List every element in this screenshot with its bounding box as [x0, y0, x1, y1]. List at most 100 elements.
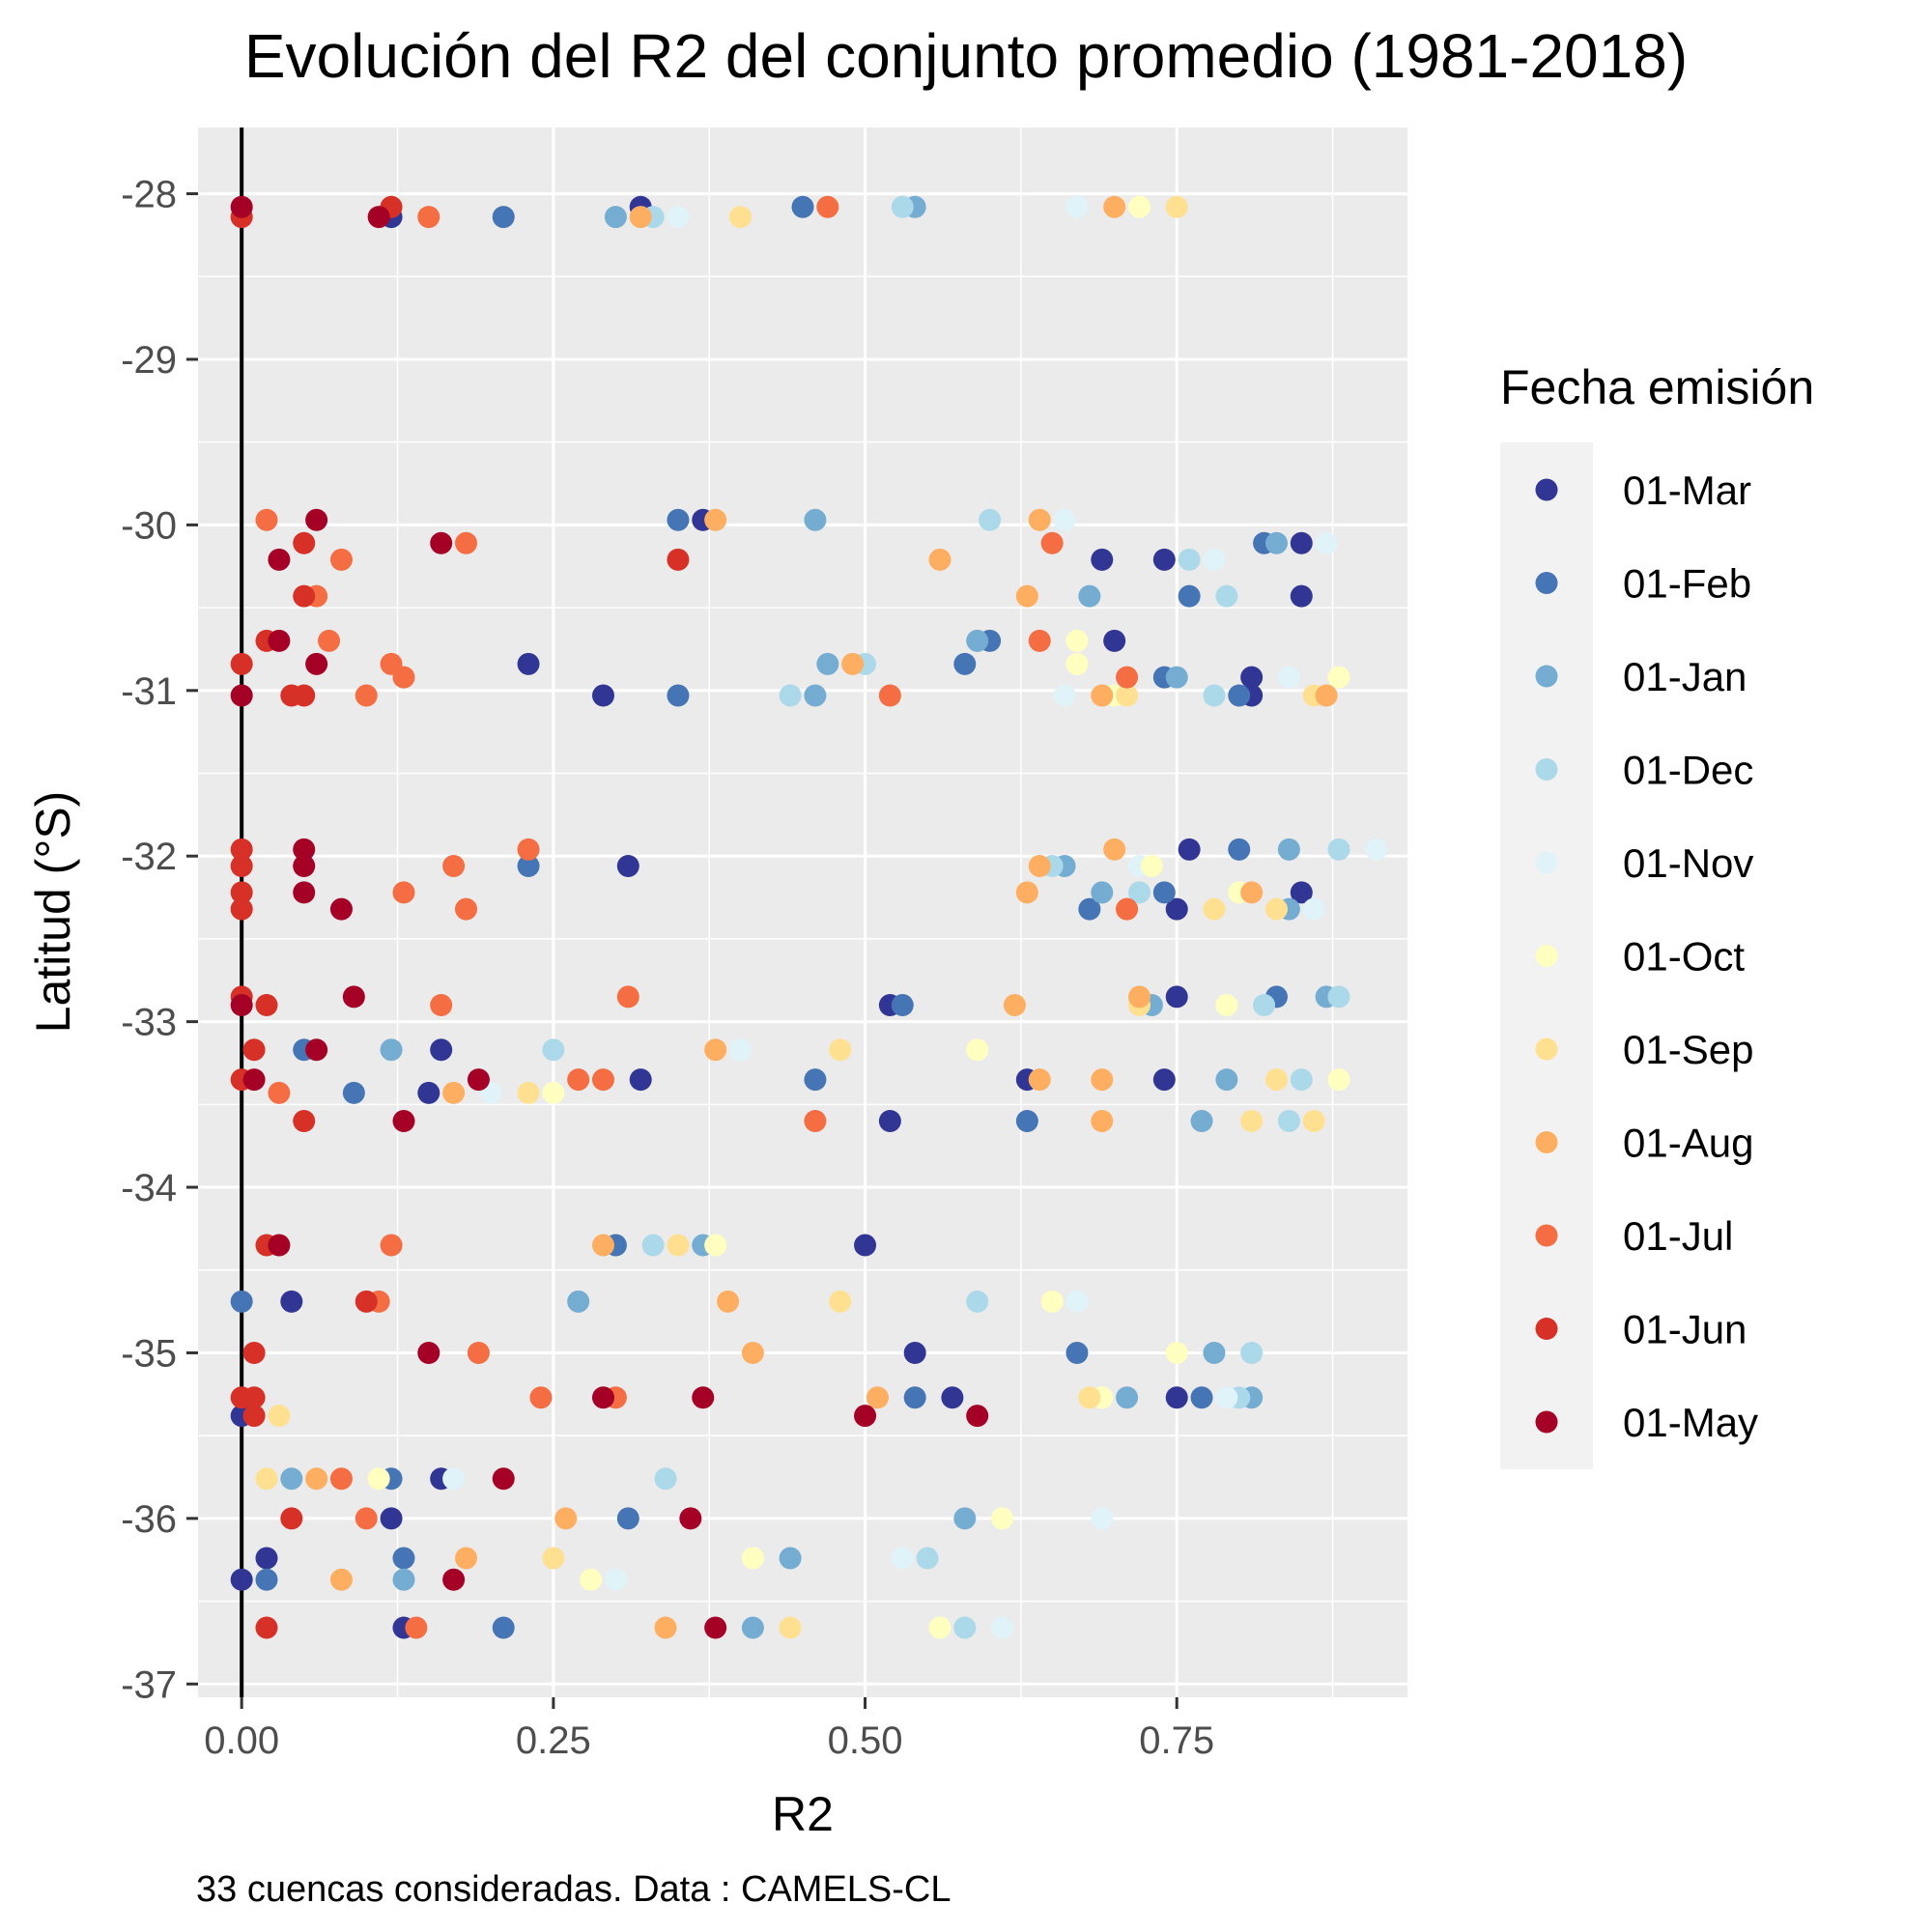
legend-title: Fecha emisión	[1500, 360, 1814, 414]
data-point	[829, 1038, 852, 1062]
y-tick-label: -35	[121, 1332, 177, 1375]
data-point	[1290, 531, 1313, 554]
data-point	[492, 1467, 515, 1491]
data-point	[1065, 652, 1089, 675]
series-01-aug	[305, 195, 1338, 1639]
data-point	[355, 1290, 378, 1313]
legend-label: 01-Sep	[1623, 1027, 1753, 1072]
series-01-nov	[442, 195, 1388, 1639]
data-point	[1165, 1341, 1188, 1364]
data-point	[268, 629, 291, 652]
legend-key	[1535, 1410, 1558, 1434]
data-point	[1302, 1109, 1325, 1132]
data-point	[1140, 855, 1163, 878]
data-point	[280, 1507, 303, 1530]
legend-label: 01-Mar	[1623, 468, 1751, 513]
data-point	[1152, 1068, 1176, 1092]
legend-label: 01-Jan	[1623, 654, 1747, 699]
data-point	[717, 1290, 740, 1313]
data-point	[1240, 666, 1264, 689]
data-point	[1078, 584, 1101, 608]
data-point	[878, 1109, 901, 1132]
series-01-may	[230, 195, 989, 1639]
data-point	[1190, 1109, 1213, 1132]
data-point	[305, 1038, 328, 1062]
data-point	[542, 1038, 565, 1062]
data-point	[878, 684, 901, 707]
data-point	[1240, 1109, 1264, 1132]
data-point	[392, 1547, 415, 1570]
data-point	[442, 1568, 466, 1591]
data-point	[604, 206, 627, 229]
data-point	[667, 206, 690, 229]
data-point	[928, 548, 952, 571]
data-point	[1103, 195, 1126, 218]
data-point	[704, 1616, 727, 1639]
data-point	[1178, 584, 1201, 608]
data-point	[791, 195, 814, 218]
data-point	[1127, 985, 1151, 1009]
data-point	[1365, 838, 1388, 861]
y-tick-label: -29	[121, 339, 177, 382]
data-point	[616, 985, 639, 1009]
data-point	[667, 548, 690, 571]
data-point	[1215, 993, 1238, 1016]
data-point	[891, 195, 914, 218]
data-point	[1040, 1290, 1064, 1313]
series-01-jul	[255, 195, 1139, 1639]
data-point	[242, 1038, 266, 1062]
data-point	[280, 1467, 303, 1491]
data-point	[1290, 584, 1313, 608]
legend-label: 01-May	[1623, 1400, 1758, 1445]
data-point	[741, 1341, 764, 1364]
data-point	[728, 206, 752, 229]
y-axis: -28 -29 -30 -31 -32 -33 -34 -35 -36 -37	[121, 174, 198, 1706]
legend-item: 01-Jul	[1535, 1213, 1733, 1259]
data-point	[616, 855, 639, 878]
legend-item: 01-Jun	[1535, 1307, 1747, 1352]
data-point	[966, 1405, 989, 1428]
data-point	[342, 985, 365, 1009]
data-point	[542, 1547, 565, 1570]
legend-key	[1535, 758, 1558, 781]
data-point	[667, 508, 690, 531]
data-point	[392, 881, 415, 904]
legend-key	[1535, 1131, 1558, 1153]
data-point	[866, 1386, 889, 1409]
data-point	[1003, 993, 1026, 1016]
data-point	[1091, 684, 1114, 707]
data-point	[1290, 1068, 1313, 1092]
data-point	[1215, 1068, 1238, 1092]
data-point	[567, 1290, 590, 1313]
data-point	[430, 1038, 453, 1062]
data-point	[567, 1068, 590, 1092]
data-point	[355, 1507, 378, 1530]
data-point	[392, 666, 415, 689]
data-point	[293, 881, 316, 904]
data-point	[1152, 548, 1176, 571]
x-tick-label: 0.25	[516, 1719, 591, 1762]
data-point	[1065, 1341, 1089, 1364]
y-tick-label: -28	[121, 174, 177, 216]
data-point	[654, 1467, 677, 1491]
data-point	[891, 1547, 914, 1570]
data-point	[1091, 881, 1114, 904]
legend-items: 01-Mar 01-Feb 01-Jan 01-Dec 01-Nov 01-Oct 01-S…	[1535, 468, 1758, 1445]
data-point	[966, 1038, 989, 1062]
data-point	[293, 1109, 316, 1132]
data-point	[392, 1109, 415, 1132]
data-point	[305, 1467, 328, 1491]
data-point	[1327, 1068, 1350, 1092]
data-point	[991, 1616, 1014, 1639]
data-point	[779, 1547, 802, 1570]
legend-label: 01-Oct	[1623, 934, 1745, 980]
data-point	[1228, 838, 1251, 861]
data-point	[1315, 531, 1338, 554]
legend-item: 01-Sep	[1535, 1027, 1753, 1072]
data-point	[492, 1616, 515, 1639]
legend-key	[1535, 1224, 1558, 1247]
x-tick-label: 0.75	[1139, 1719, 1214, 1762]
data-point	[816, 195, 839, 218]
data-point	[467, 1068, 490, 1092]
data-point	[255, 1616, 278, 1639]
